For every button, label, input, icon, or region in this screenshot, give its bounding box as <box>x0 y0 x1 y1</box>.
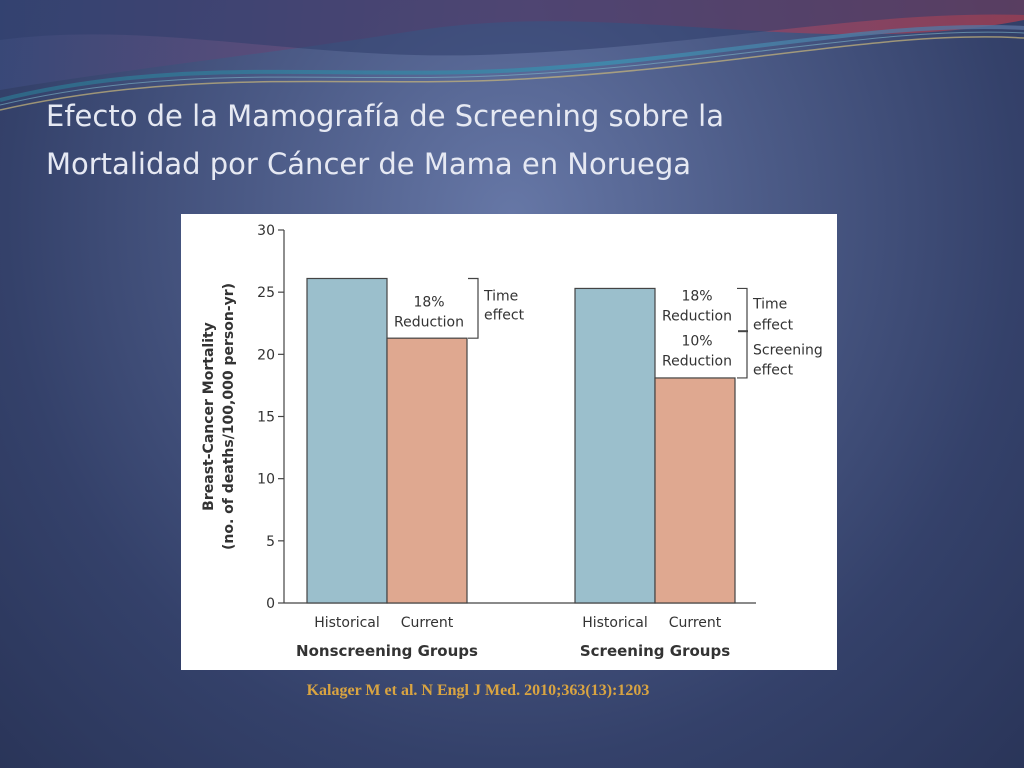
chart-panel: 0 5 10 15 20 25 30 Breast-Cancer Mortality (no. … <box>181 214 837 670</box>
annotation-effect1-line2: effect <box>753 317 794 333</box>
annotation-effect2-line2: effect <box>753 362 794 378</box>
annotation-reduction1-label: Reduction <box>662 308 732 324</box>
bar-current <box>654 377 736 604</box>
y-axis-title-line2: (no. of deaths/100,000 person-yr) <box>221 283 237 550</box>
annotation-effect-line1: Time <box>483 288 518 304</box>
bar-historical <box>574 287 656 604</box>
annotation-effect2-line1: Screening <box>753 342 823 358</box>
annotation-bracket <box>737 287 748 379</box>
x-tick-label: Historical <box>582 615 648 631</box>
x-tick-label: Current <box>401 615 454 631</box>
y-tick-label: 15 <box>257 410 275 426</box>
annotation-reduction2-pct: 10% <box>681 333 712 349</box>
y-tick-label: 0 <box>266 596 275 612</box>
slide-title-line2: Mortalidad por Cáncer de Mama en Noruega <box>46 147 692 181</box>
bar-historical <box>306 277 388 604</box>
y-tick-label: 5 <box>266 534 275 550</box>
annotation-reduction2-label: Reduction <box>662 353 732 369</box>
annotation-effect1-line1: Time <box>752 296 787 312</box>
annotation-effect-line2: effect <box>484 307 525 323</box>
annotation-bracket <box>468 277 479 339</box>
bar-chart: 0 5 10 15 20 25 30 Breast-Cancer Mortality (no. … <box>201 223 823 660</box>
citation: Kalager M et al. N Engl J Med. 2010;363(… <box>306 682 650 699</box>
decorative-waves <box>0 0 1024 111</box>
annotation-reduction-pct: 18% <box>413 294 444 310</box>
annotation-reduction1-pct: 18% <box>681 288 712 304</box>
bar-current <box>386 337 468 604</box>
y-axis-title: Breast-Cancer Mortality (no. of deaths/10… <box>201 283 237 550</box>
y-tick-label: 20 <box>257 347 275 363</box>
slide-title: Efecto de la Mamografía de Screening sob… <box>46 92 946 188</box>
annotation-reduction-label: Reduction <box>394 314 464 330</box>
slide-title-line1: Efecto de la Mamografía de Screening sob… <box>46 99 724 133</box>
y-tick-label: 10 <box>257 472 275 488</box>
x-tick-label: Historical <box>314 615 380 631</box>
y-tick-label: 30 <box>257 223 275 239</box>
group-label: Nonscreening Groups <box>296 642 478 660</box>
group-label: Screening Groups <box>580 642 730 660</box>
x-tick-label: Current <box>669 615 722 631</box>
y-axis-title-line1: Breast-Cancer Mortality <box>201 322 217 511</box>
y-tick-label: 25 <box>257 285 275 301</box>
